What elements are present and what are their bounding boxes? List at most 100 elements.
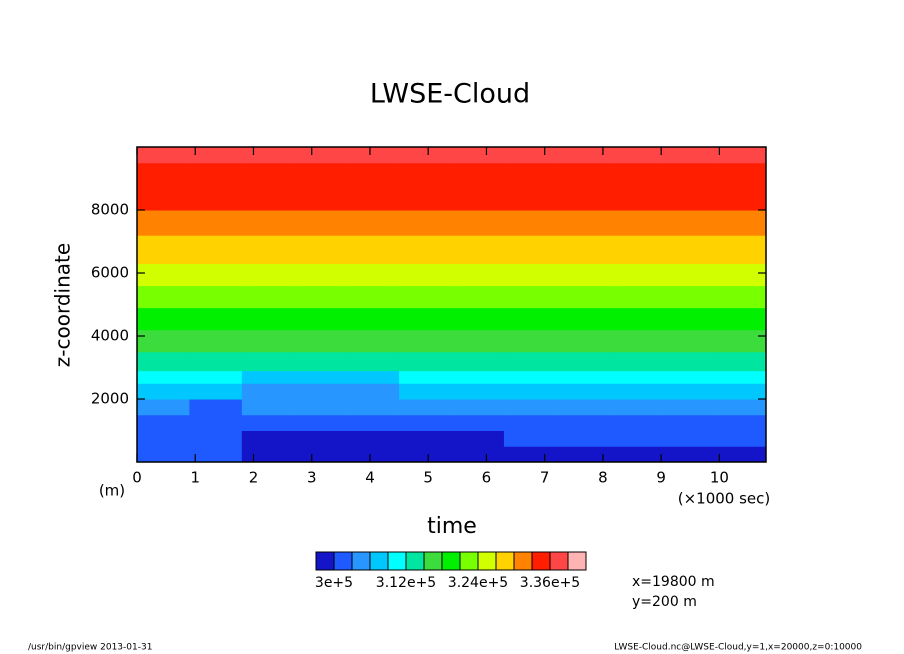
contour-cell <box>451 147 505 164</box>
contour-cell <box>294 446 348 463</box>
contour-cell <box>503 285 557 309</box>
colorbar-box <box>495 551 515 571</box>
contour-cell <box>608 162 662 211</box>
contour-cell <box>451 162 505 211</box>
contour-cell <box>713 329 767 353</box>
contour-cell <box>661 263 715 287</box>
contour-cell <box>451 399 505 416</box>
contour-cell <box>346 235 400 265</box>
contour-cell <box>294 147 348 164</box>
contour-cell <box>608 446 662 463</box>
x-tick-label: 3 <box>307 469 317 487</box>
contour-cell <box>346 162 400 211</box>
contour-cell <box>713 285 767 309</box>
colorbar-box <box>333 551 353 571</box>
contour-cell <box>399 430 452 447</box>
x-tick-label: 9 <box>656 469 666 487</box>
contour-cell <box>241 147 295 164</box>
y-tick-label: 6000 <box>91 264 129 282</box>
contour-cell <box>713 351 767 372</box>
contour-cell <box>294 235 348 265</box>
contour-cell <box>451 285 505 309</box>
contour-cell <box>556 210 610 236</box>
contour-cell <box>137 383 190 400</box>
contour-cell <box>189 414 243 431</box>
contour-cell <box>556 307 610 331</box>
contour-cell <box>661 162 715 211</box>
contour-cell <box>346 285 400 309</box>
contour-cell <box>556 263 610 287</box>
contour-cell <box>556 147 610 164</box>
contour-cell <box>451 307 505 331</box>
contour-cell <box>137 147 190 164</box>
contour-cell <box>294 370 348 384</box>
contour-cell <box>241 399 295 416</box>
x-tick-label: 5 <box>423 469 433 487</box>
contour-cell <box>137 351 190 372</box>
contour-cell <box>556 162 610 211</box>
contour-cell <box>189 210 243 236</box>
contour-cell <box>713 414 767 431</box>
contour-cell <box>137 446 190 463</box>
contour-cell <box>241 162 295 211</box>
x-tick-label: 2 <box>249 469 259 487</box>
colorbar-box <box>369 551 389 571</box>
contour-cell <box>556 414 610 431</box>
contour-cell <box>503 147 557 164</box>
contour-cell <box>241 351 295 372</box>
contour-cell <box>451 329 505 353</box>
contour-cell <box>294 399 348 416</box>
colorbar-box <box>513 551 533 571</box>
colorbar-box <box>549 551 569 571</box>
contour-cell <box>713 263 767 287</box>
contour-cell <box>661 329 715 353</box>
x-tick-label: 8 <box>598 469 608 487</box>
contour-cell <box>294 414 348 431</box>
colorbar-box <box>441 551 461 571</box>
contour-cell <box>294 351 348 372</box>
contour-cell <box>189 446 243 463</box>
contour-cell <box>294 307 348 331</box>
contour-cell <box>661 383 715 400</box>
contour-cell <box>556 329 610 353</box>
contour-cell <box>451 430 505 447</box>
x-tick-label: 7 <box>540 469 550 487</box>
y-tick-label: 8000 <box>91 201 129 219</box>
contour-cell <box>503 446 557 463</box>
contour-cell <box>451 446 505 463</box>
contour-cell <box>189 307 243 331</box>
contour-cell <box>608 351 662 372</box>
footer-left: /usr/bin/gpview 2013-01-31 <box>28 643 152 653</box>
contour-cell <box>661 285 715 309</box>
annotation: x=19800 m <box>632 574 715 590</box>
contour-cell <box>608 399 662 416</box>
contour-cell <box>713 235 767 265</box>
contour-cell <box>661 210 715 236</box>
x-axis-label: time <box>427 514 477 539</box>
contour-cell <box>451 263 505 287</box>
colorbar: 3e+5 3.12e+5 3.24e+5 3.36e+5 <box>315 551 587 591</box>
colorbar-box <box>567 551 587 571</box>
contour-cell <box>346 329 400 353</box>
contour-cell <box>713 399 767 416</box>
contour-cell <box>137 329 190 353</box>
colorbar-tick-label: 3.36e+5 <box>520 575 580 591</box>
contour-cell <box>608 147 662 164</box>
plot-frame <box>136 146 767 463</box>
x-tick-label: 6 <box>482 469 492 487</box>
contour-cell <box>556 370 610 384</box>
contour-cell <box>399 162 452 211</box>
contour-cell <box>661 430 715 447</box>
contour-cell <box>137 210 190 236</box>
contour-cell <box>713 370 767 384</box>
x-axis-units: (×1000 sec) <box>678 490 771 508</box>
contour-cell <box>503 162 557 211</box>
contour-field <box>137 147 767 463</box>
contour-cell <box>137 370 190 384</box>
contour-cell <box>661 147 715 164</box>
contour-cell <box>503 370 557 384</box>
y-axis-units: (m) <box>99 482 125 500</box>
contour-cell <box>503 263 557 287</box>
contour-cell <box>189 370 243 384</box>
